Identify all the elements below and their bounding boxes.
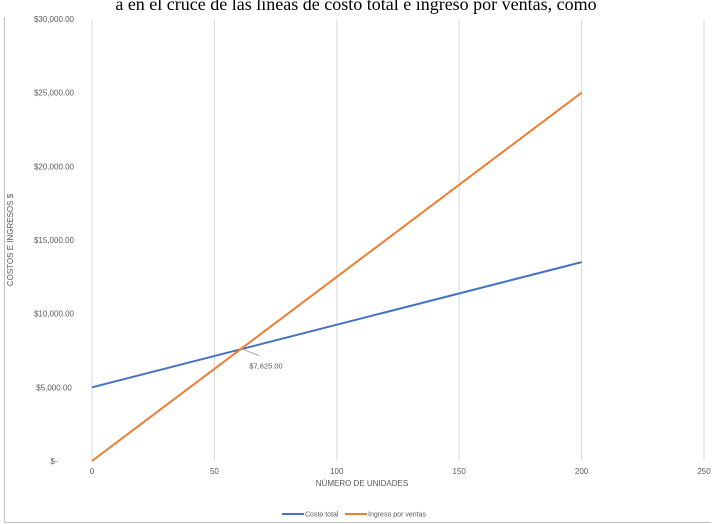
y-tick-label: $20,000.00 — [34, 162, 75, 171]
grid-lines — [91, 19, 705, 461]
x-tick-label: 250 — [697, 467, 711, 476]
x-tick-label: 50 — [210, 467, 219, 476]
x-tick-label: 0 — [90, 467, 95, 476]
chart-area — [4, 17, 711, 523]
y-tick-label: $5,000.00 — [36, 383, 72, 392]
series-line — [91, 261, 582, 389]
y-tick-label: $30,000.00 — [34, 15, 75, 24]
annotation-label: $7,625.00 — [249, 362, 282, 371]
y-tick-label: $10,000.00 — [34, 310, 75, 319]
series-lines — [91, 91, 583, 462]
legend: Costo total Ingreso por ventas — [282, 512, 426, 519]
x-tick-label: 100 — [330, 467, 344, 476]
annotation: $7,625.00 — [241, 348, 283, 371]
x-axis-title: NÚMERO DE UNIDADES — [316, 479, 408, 488]
series-line — [91, 91, 583, 462]
x-tick-labels: 0 50 100 150 200 250 — [90, 467, 711, 476]
x-tick-label: 150 — [453, 467, 467, 476]
y-tick-label: $15,000.00 — [34, 236, 75, 245]
legend-label: Ingreso por ventas — [368, 512, 426, 519]
y-tick-label: $- — [50, 457, 57, 466]
page-text-fragment: a en el cruce de las líneas de costo tot… — [115, 0, 597, 14]
x-tick-label: 200 — [575, 467, 589, 476]
y-axis-title: COSTOS E INGRESOS $ — [6, 193, 15, 286]
legend-label: Costo total — [305, 512, 339, 519]
y-tick-labels: $- $5,000.00 $10,000.00 $15,000.00 $20,000.0… — [34, 15, 75, 466]
y-tick-label: $25,000.00 — [34, 89, 75, 98]
annotation-leader — [241, 348, 260, 357]
